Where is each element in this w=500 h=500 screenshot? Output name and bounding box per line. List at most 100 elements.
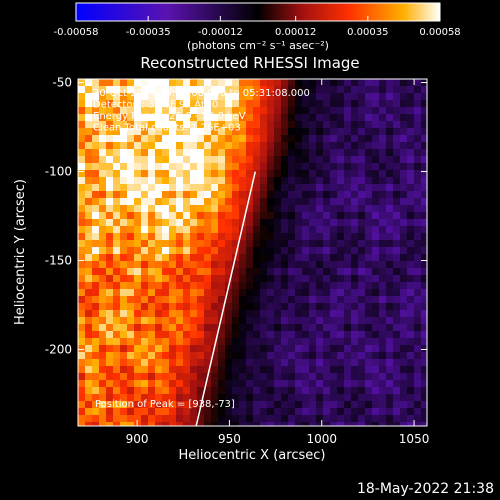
heatmap-cell <box>414 373 421 380</box>
heatmap-cell <box>281 366 288 373</box>
heatmap-cell <box>246 359 253 366</box>
heatmap-cell <box>337 93 344 100</box>
heatmap-cell <box>204 240 211 247</box>
heatmap-cell <box>113 338 120 345</box>
heatmap-cell <box>274 121 281 128</box>
heatmap-cell <box>407 142 414 149</box>
heatmap-cell <box>414 93 421 100</box>
heatmap-cell <box>183 100 190 107</box>
heatmap-cell <box>260 219 267 226</box>
heatmap-cell <box>414 408 421 415</box>
heatmap-cell <box>323 352 330 359</box>
heatmap-cell <box>344 93 351 100</box>
heatmap-cell <box>113 296 120 303</box>
heatmap-cell <box>302 401 309 408</box>
heatmap-cell <box>183 415 190 422</box>
heatmap-cell <box>400 331 407 338</box>
heatmap-cell <box>288 401 295 408</box>
heatmap-cell <box>92 373 99 380</box>
heatmap-cell <box>127 359 134 366</box>
heatmap-cell <box>92 331 99 338</box>
heatmap-cell <box>211 408 218 415</box>
heatmap-cell <box>351 366 358 373</box>
heatmap-cell <box>260 128 267 135</box>
heatmap-cell <box>372 184 379 191</box>
heatmap-cell <box>344 268 351 275</box>
heatmap-cell <box>204 387 211 394</box>
heatmap-cell <box>246 177 253 184</box>
heatmap-cell <box>148 184 155 191</box>
heatmap-cell <box>197 254 204 261</box>
heatmap-cell <box>358 135 365 142</box>
heatmap-cell <box>183 233 190 240</box>
heatmap-cell <box>386 128 393 135</box>
heatmap-cell <box>386 149 393 156</box>
heatmap-cell <box>414 100 421 107</box>
heatmap-cell <box>372 296 379 303</box>
heatmap-cell <box>337 275 344 282</box>
heatmap-cell <box>337 331 344 338</box>
heatmap-cell <box>106 296 113 303</box>
heatmap-cell <box>211 191 218 198</box>
heatmap-cell <box>400 93 407 100</box>
heatmap-cell <box>127 156 134 163</box>
heatmap-cell <box>421 415 427 422</box>
heatmap-cell <box>134 289 141 296</box>
heatmap-cell <box>92 310 99 317</box>
heatmap-cell <box>330 254 337 261</box>
heatmap-cell <box>218 212 225 219</box>
heatmap-cell <box>246 247 253 254</box>
heatmap-cell <box>162 233 169 240</box>
heatmap-cell <box>281 394 288 401</box>
heatmap-cell <box>155 121 162 128</box>
heatmap-cell <box>92 408 99 415</box>
heatmap-cell <box>288 282 295 289</box>
heatmap-cell <box>379 128 386 135</box>
colorbar-tick-label: 0.00012 <box>275 27 316 38</box>
heatmap-cell <box>204 331 211 338</box>
heatmap-cell <box>260 359 267 366</box>
heatmap-cell <box>386 310 393 317</box>
heatmap-cell <box>204 86 211 93</box>
heatmap-cell <box>78 338 85 345</box>
heatmap-cell <box>267 149 274 156</box>
heatmap-cell <box>337 408 344 415</box>
heatmap-cell <box>295 198 302 205</box>
heatmap-cell <box>253 191 260 198</box>
heatmap-cell <box>309 177 316 184</box>
heatmap-cell <box>92 261 99 268</box>
heatmap-cell <box>393 156 400 163</box>
heatmap-cell <box>379 212 386 219</box>
heatmap-cell <box>414 128 421 135</box>
heatmap-cell <box>134 324 141 331</box>
heatmap-cell <box>120 177 127 184</box>
heatmap-cell <box>99 296 106 303</box>
heatmap-cell <box>85 408 92 415</box>
heatmap-cell <box>78 114 85 121</box>
heatmap-cell <box>316 254 323 261</box>
heatmap-cell <box>309 100 316 107</box>
heatmap-cell <box>372 373 379 380</box>
heatmap-cell <box>190 170 197 177</box>
heatmap-cell <box>78 317 85 324</box>
heatmap-cell <box>127 93 134 100</box>
heatmap-cell <box>421 240 427 247</box>
heatmap-cell <box>295 422 302 426</box>
heatmap-cell <box>316 205 323 212</box>
heatmap-cell <box>372 121 379 128</box>
heatmap-cell <box>176 100 183 107</box>
heatmap-cell <box>281 282 288 289</box>
heatmap-cell <box>106 289 113 296</box>
heatmap-cell <box>281 331 288 338</box>
heatmap-cell <box>176 79 183 86</box>
heatmap-cell <box>169 240 176 247</box>
heatmap-cell <box>302 212 309 219</box>
heatmap-cell <box>232 324 239 331</box>
heatmap-cell <box>281 275 288 282</box>
heatmap-cell <box>386 261 393 268</box>
heatmap-cell <box>197 303 204 310</box>
heatmap-cell <box>218 114 225 121</box>
heatmap-cell <box>197 86 204 93</box>
heatmap-cell <box>365 128 372 135</box>
heatmap-cell <box>239 366 246 373</box>
